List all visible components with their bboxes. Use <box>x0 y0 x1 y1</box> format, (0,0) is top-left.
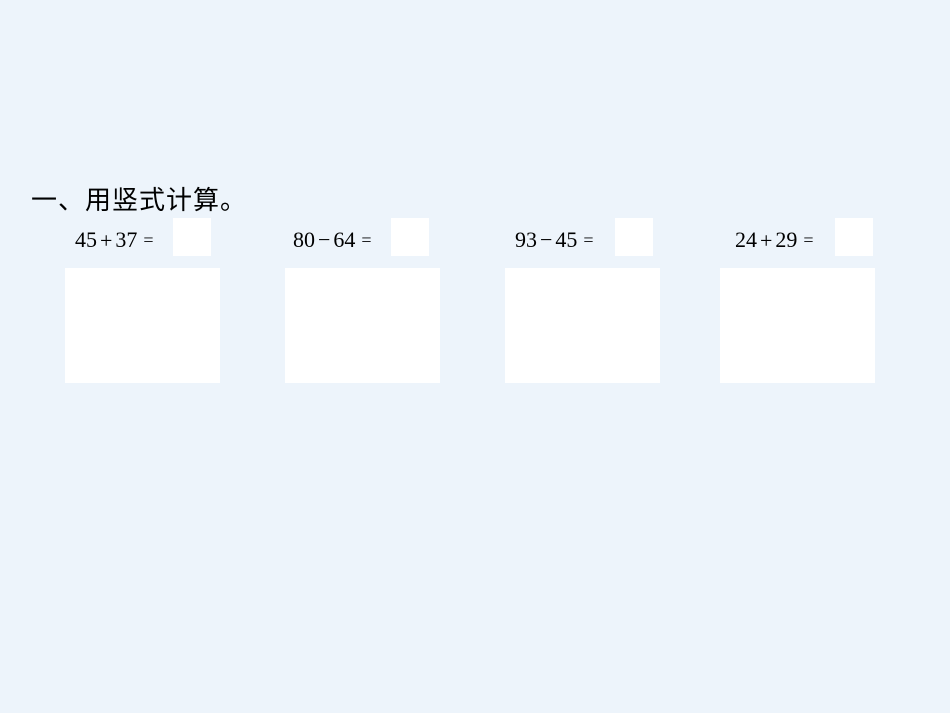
problem-3-equals: = <box>583 230 593 251</box>
worksheet-title: 一、用竖式计算。 <box>31 180 247 217</box>
problem-1-answer-box[interactable] <box>173 218 211 256</box>
problem-3-answer-box[interactable] <box>615 218 653 256</box>
problem-1-work-box[interactable] <box>65 268 220 383</box>
problem-3-operator: − <box>540 227 552 253</box>
problem-4-operand1: 24 <box>735 227 757 253</box>
problem-3-work-box[interactable] <box>505 268 660 383</box>
problem-2-work-box[interactable] <box>285 268 440 383</box>
problem-2-operand1: 80 <box>293 227 315 253</box>
problem-1-operator: + <box>100 228 112 254</box>
problem-2: 80 − 64 = <box>293 227 376 253</box>
problem-2-operator: − <box>318 227 330 253</box>
problem-4-answer-box[interactable] <box>835 218 873 256</box>
problem-3-operand1: 93 <box>515 227 537 253</box>
problem-1: 45 + 37 = <box>75 227 158 253</box>
problem-4: 24 + 29 = <box>735 227 818 253</box>
problem-2-answer-box[interactable] <box>391 218 429 256</box>
problem-3: 93 − 45 = <box>515 227 598 253</box>
problem-4-work-box[interactable] <box>720 268 875 383</box>
problem-4-operator: + <box>760 228 772 254</box>
problem-3-operand2: 45 <box>555 227 577 253</box>
problem-4-operand2: 29 <box>775 227 797 253</box>
problem-2-operand2: 64 <box>333 227 355 253</box>
problem-1-operand2: 37 <box>115 227 137 253</box>
problem-2-equals: = <box>361 230 371 251</box>
problem-4-equals: = <box>803 230 813 251</box>
problem-1-operand1: 45 <box>75 227 97 253</box>
problem-1-equals: = <box>143 230 153 251</box>
